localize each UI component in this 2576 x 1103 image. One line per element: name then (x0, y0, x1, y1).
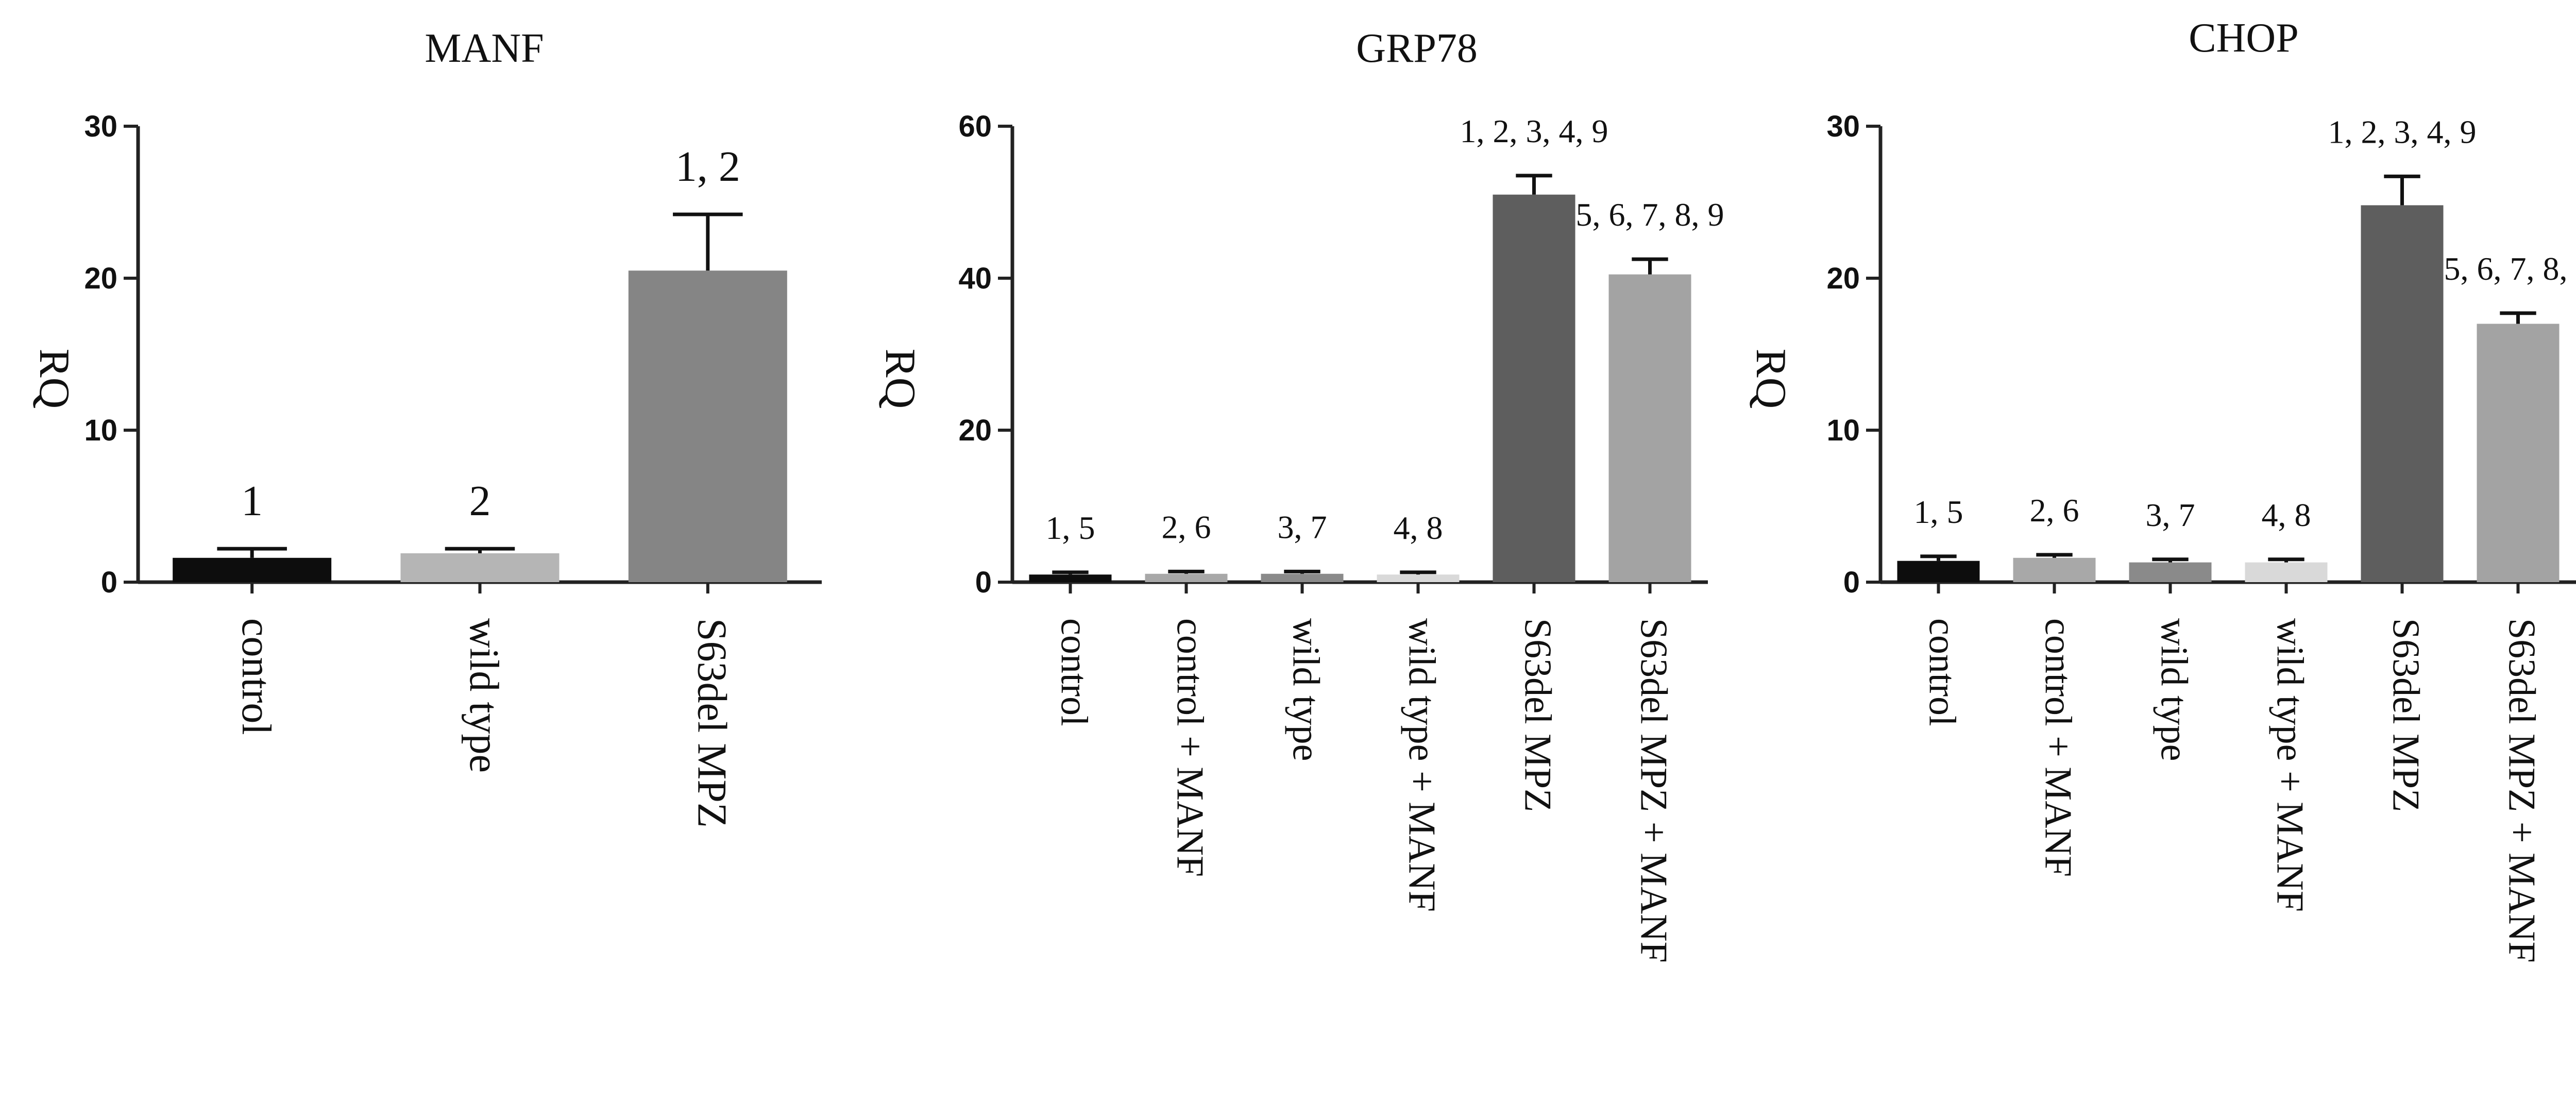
significance-label: 5, 6, 7, 8, 9 (1576, 196, 1724, 233)
y-tick-label: 20 (1826, 262, 1860, 295)
x-tick-label: control + MANF (1169, 618, 1211, 877)
significance-label: 1, 2, 3, 4, 9 (1460, 113, 1608, 149)
significance-label: 1, 2 (675, 143, 740, 191)
chart-title: GRP78 (1356, 26, 1478, 71)
y-tick-label: 0 (1843, 566, 1860, 599)
x-tick-label: control + MANF (2037, 618, 2079, 877)
y-axis-label: RQ (1747, 349, 1795, 409)
y-tick-label: 60 (958, 110, 992, 143)
y-tick-label: 10 (1826, 414, 1860, 447)
y-axis-label: RQ (876, 349, 924, 409)
y-tick-label: 20 (84, 262, 117, 295)
significance-label: 1, 5 (1046, 510, 1095, 546)
x-tick-label: S63del MPZ (1517, 618, 1559, 812)
bar (1377, 574, 1460, 582)
x-tick-label: S63del MPZ + MANF (2501, 618, 2543, 963)
y-tick-label: 0 (975, 566, 992, 599)
chart-title: CHOP (2189, 15, 2298, 61)
y-tick-label: 30 (1826, 110, 1860, 143)
y-tick-label: 40 (958, 262, 992, 295)
bar (1145, 574, 1228, 582)
chart-panel-2: GRP78 RQ 0 20 40 60 1, 5 control 2, 6 control + M… (876, 26, 1724, 963)
bar (1609, 275, 1691, 582)
significance-label: 3, 7 (2146, 497, 2195, 533)
significance-label: 4, 8 (1394, 510, 1443, 546)
significance-label: 3, 7 (1278, 508, 1327, 545)
x-tick-label: S63del MPZ + MANF (1633, 618, 1675, 963)
bar (2129, 563, 2212, 582)
significance-label: 2 (469, 477, 491, 525)
y-tick-label: 10 (84, 414, 117, 447)
x-tick-label: S63del MPZ (689, 618, 734, 828)
x-tick-label: wild type (461, 618, 506, 773)
bar (1261, 574, 1344, 582)
bar (1493, 195, 1575, 582)
x-tick-label: wild type (1285, 618, 1327, 761)
significance-label: 1 (241, 477, 263, 525)
x-tick-label: wild type (2153, 618, 2195, 761)
significance-label: 2, 6 (2030, 492, 2079, 529)
y-tick-label: 20 (958, 414, 992, 447)
x-tick-label: control (1921, 618, 1963, 726)
bar (2245, 563, 2328, 582)
bar (629, 270, 787, 582)
significance-label: 5, 6, 7, 8, 9 (2444, 250, 2576, 287)
x-tick-label: S63del MPZ (2385, 618, 2427, 812)
significance-label: 1, 2, 3, 4, 9 (2328, 113, 2477, 150)
significance-label: 1, 5 (1914, 494, 1963, 530)
chart-panel-1: MANF RQ 0 10 20 30 1 control 2 wild type 1, 2 S63de… (30, 26, 822, 828)
bar (2361, 205, 2444, 582)
y-axis-label: RQ (30, 349, 78, 409)
bar (2013, 558, 2096, 582)
bar (1897, 561, 1980, 582)
x-tick-label: wild type + MANF (1401, 618, 1443, 912)
x-tick-label: control (233, 618, 279, 735)
bar (2477, 324, 2560, 583)
x-tick-label: wild type + MANF (2269, 618, 2311, 912)
bar (401, 553, 560, 582)
significance-label: 4, 8 (2262, 497, 2311, 533)
x-tick-label: control (1053, 618, 1095, 726)
y-tick-label: 0 (101, 566, 117, 599)
bar (173, 558, 331, 582)
y-tick-label: 30 (84, 110, 117, 143)
bar (1029, 574, 1112, 582)
significance-label: 2, 6 (1162, 508, 1211, 545)
chart-panel-3: CHOP RQ 0 10 20 30 1, 5 control 2, 6 control + MA… (1747, 15, 2576, 963)
chart-title: MANF (425, 26, 544, 71)
